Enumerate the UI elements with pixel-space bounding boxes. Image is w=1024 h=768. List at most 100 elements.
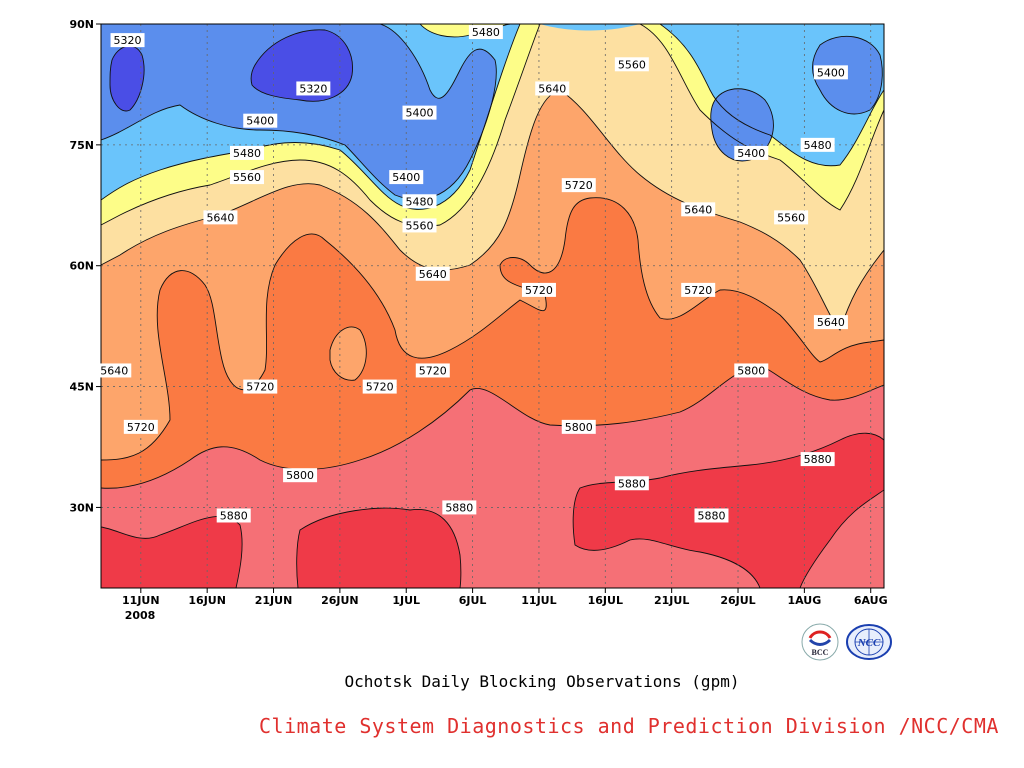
x-tick-label: 21JUL <box>654 594 689 607</box>
contour-label-box <box>694 508 729 523</box>
x-tick-label: 1AUG <box>787 594 821 607</box>
contour-label-text: 5720 <box>684 284 712 297</box>
contour-label-box <box>734 363 769 378</box>
contour-label: 5800 <box>734 363 769 378</box>
contour-label-box <box>415 266 450 281</box>
contour-label-box <box>203 210 238 225</box>
contour-label-box <box>800 452 835 467</box>
contour-label-box <box>283 468 318 483</box>
contour-label: 5400 <box>402 105 437 120</box>
band-5320-5400 <box>101 24 497 200</box>
x-tick-label: 16JUN <box>188 594 226 607</box>
x-tick-label: 21JUN <box>255 594 293 607</box>
contour-label-box <box>468 25 503 40</box>
contour-label-text: 5880 <box>804 453 832 466</box>
contour-label: 5560 <box>402 218 437 233</box>
contour-label-box <box>229 170 264 185</box>
contour-label-box <box>535 81 570 96</box>
contour-label: 5560 <box>774 210 809 225</box>
contour-label: 5640 <box>681 202 716 217</box>
contour-label: 5880 <box>694 508 729 523</box>
contour-label: 5400 <box>389 170 424 185</box>
contour-label: 5320 <box>110 33 145 48</box>
contour-label: 5880 <box>216 508 251 523</box>
contour-label-text: 5400 <box>737 147 765 160</box>
contour-label: 5880 <box>614 476 649 491</box>
bcc-logo-icon: BCC <box>800 622 840 662</box>
contour-label-text: 5480 <box>472 26 500 39</box>
credit-line: Climate System Diagnostics and Predictio… <box>259 714 999 738</box>
band-5320-5400-e <box>710 88 774 161</box>
contour-label-box <box>681 202 716 217</box>
contour-label-text: 5640 <box>100 364 128 377</box>
contour-label-box <box>561 419 596 434</box>
contour-label: 5480 <box>468 25 503 40</box>
x-tick-label: 26JUL <box>720 594 755 607</box>
x-tick-label: 6JUL <box>459 594 487 607</box>
contour-label-text: 5400 <box>406 107 434 120</box>
contour-label-box <box>614 57 649 72</box>
contour-label-box <box>774 210 809 225</box>
contour-label: 5640 <box>415 266 450 281</box>
ncc-logo-icon: NCC <box>845 622 893 662</box>
contour-label: 5480 <box>800 137 835 152</box>
contour-label-box <box>734 145 769 160</box>
contour-label-text: 5320 <box>299 82 327 95</box>
contour-label-box <box>614 476 649 491</box>
contour-label-text: 5560 <box>618 58 646 71</box>
contour-label-text: 5880 <box>618 477 646 490</box>
contour-label-box <box>681 282 716 297</box>
grid-lines <box>101 24 884 588</box>
contour-label-box <box>243 379 278 394</box>
band-5640-5720-island <box>330 326 367 381</box>
contour-label: 5720 <box>123 419 158 434</box>
contour-label-box <box>521 282 556 297</box>
contour-label-text: 5480 <box>406 195 434 208</box>
contour-label-text: 5720 <box>525 284 553 297</box>
x-tick-label: 16JUL <box>588 594 623 607</box>
contour-label-box <box>97 363 132 378</box>
contour-label: 5720 <box>561 178 596 193</box>
contour-label-text: 5640 <box>206 211 234 224</box>
contour-label-text: 5720 <box>419 364 447 377</box>
contour-label-text: 5720 <box>565 179 593 192</box>
y-tick-label: 30N <box>69 501 94 514</box>
contour-label: 5720 <box>521 282 556 297</box>
contour-label: 5560 <box>229 170 264 185</box>
contour-label-text: 5480 <box>233 147 261 160</box>
contour-label-text: 5720 <box>246 381 274 394</box>
contour-label: 5640 <box>97 363 132 378</box>
contour-label-text: 5880 <box>220 509 248 522</box>
contour-label-text: 5400 <box>817 66 845 79</box>
x-tick-label: 1JUL <box>392 594 420 607</box>
contour-label-text: 5400 <box>392 171 420 184</box>
band-above-5880-c <box>296 508 461 588</box>
contour-label: 5400 <box>813 65 848 80</box>
contour-label-text: 5720 <box>366 381 394 394</box>
ncc-logo-text: NCC <box>857 637 881 649</box>
contour-label: 5480 <box>402 194 437 209</box>
contour-label: 5720 <box>415 363 450 378</box>
contour-labels: 5320 5320 5400 5400 5400 5400 5400 5480 5480 5480… <box>97 25 848 523</box>
contour-label-box <box>389 170 424 185</box>
band-below-5320-w <box>110 45 145 111</box>
contour-label: 5720 <box>243 379 278 394</box>
contour-label-box <box>442 500 477 515</box>
contour-label-box <box>362 379 397 394</box>
contour-label-text: 5800 <box>286 469 314 482</box>
contour-label: 5880 <box>442 500 477 515</box>
plot-frame <box>100 23 885 589</box>
contour-label-box <box>123 419 158 434</box>
contour-label-text: 5640 <box>419 268 447 281</box>
contour-label: 5400 <box>243 113 278 128</box>
contour-label-box <box>813 65 848 80</box>
contour-label-text: 5800 <box>565 421 593 434</box>
contour-label-box <box>402 194 437 209</box>
contour-label: 5880 <box>800 452 835 467</box>
x-tick-label: 11JUL <box>521 594 556 607</box>
contour-label-box <box>402 105 437 120</box>
contour-label-box <box>402 218 437 233</box>
contour-label: 5640 <box>813 315 848 330</box>
contour-label-text: 5560 <box>233 171 261 184</box>
